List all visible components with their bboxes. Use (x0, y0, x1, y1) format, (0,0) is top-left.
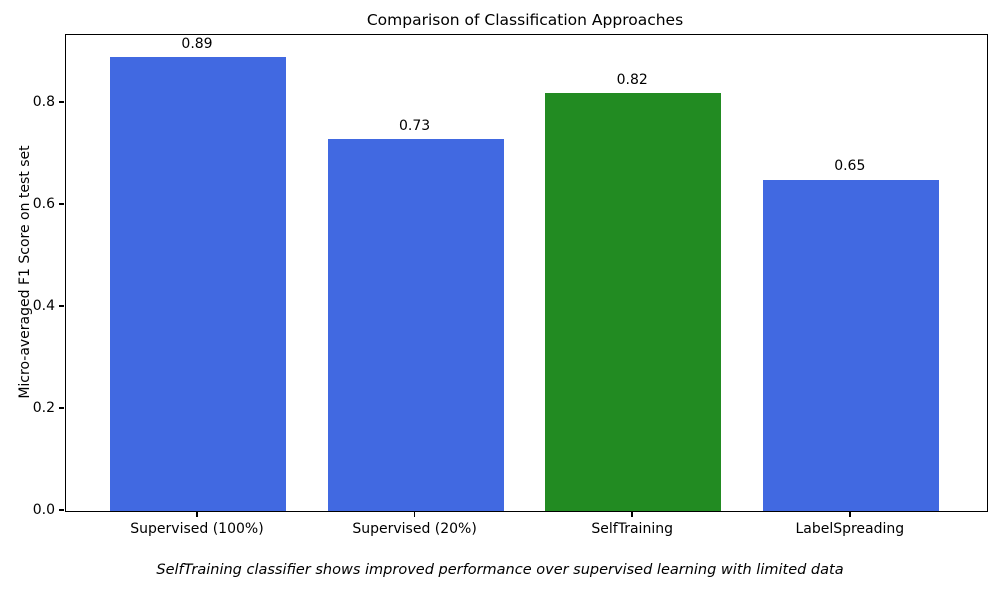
y-tick-mark (59, 101, 64, 103)
bar-3 (762, 179, 939, 511)
y-tick-label: 0.8 (32, 93, 55, 110)
x-tick-label: LabelSpreading (795, 521, 905, 537)
x-tick-mark (413, 511, 416, 517)
y-tick-mark (59, 203, 64, 205)
bar-value-label: 0.82 (616, 71, 648, 88)
bar-value-label: 0.89 (181, 36, 213, 53)
chart-caption: SelfTraining classifier shows improved p… (156, 562, 844, 578)
x-tick-label: Supervised (20%) (352, 521, 477, 537)
bar-2 (545, 92, 722, 511)
y-tick-mark (59, 407, 64, 409)
bar-0 (110, 57, 286, 511)
x-tick-label: SelfTraining (591, 521, 673, 537)
y-tick-label: 0.6 (32, 195, 55, 212)
x-tick-label: Supervised (100%) (130, 521, 264, 537)
bar-value-label: 0.65 (834, 158, 866, 175)
plot-area (65, 34, 988, 512)
x-tick-mark (631, 511, 633, 517)
y-tick-mark (59, 305, 64, 307)
y-tick-label: 0.0 (32, 502, 55, 518)
y-tick-mark (59, 509, 64, 511)
y-axis-label: Micro-averaged F1 Score on test set (17, 145, 33, 399)
bar-1 (327, 138, 504, 511)
chart-title: Comparison of Classification Approaches (366, 11, 684, 29)
y-tick-label: 0.4 (32, 297, 55, 314)
bar-value-label: 0.73 (399, 117, 431, 134)
y-tick-label: 0.2 (32, 399, 55, 416)
x-tick-mark (196, 511, 198, 517)
x-tick-mark (849, 511, 851, 517)
